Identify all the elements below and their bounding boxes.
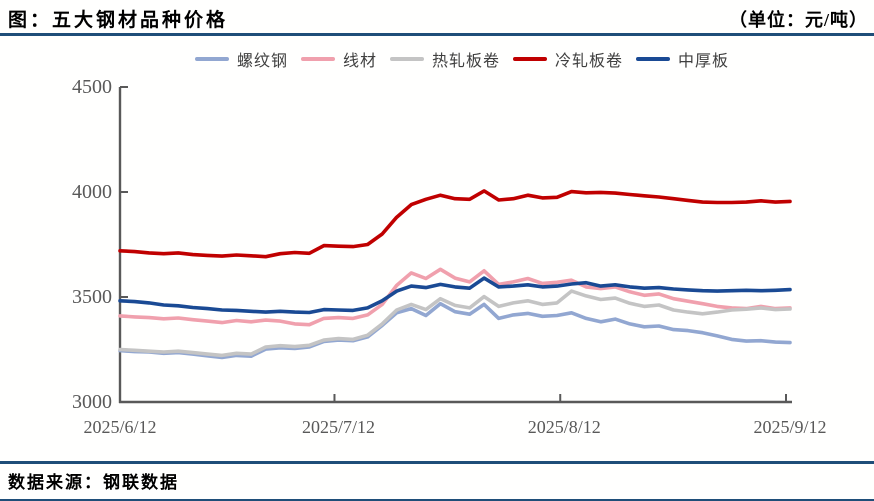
figure-title: 图：五大钢材品种价格 bbox=[8, 10, 229, 31]
legend-item-luowengang: 螺纹钢 bbox=[194, 47, 288, 71]
y-axis-tick-label: 3500 bbox=[72, 286, 112, 308]
series-line-luowengang bbox=[118, 301, 792, 360]
legend-label: 螺纹钢 bbox=[236, 53, 288, 70]
legend-item-lengzhabanjuan: 冷轧板卷 bbox=[513, 47, 623, 71]
footer-rule bbox=[0, 461, 874, 464]
x-axis-tick-label: 2025/8/12 bbox=[527, 417, 601, 437]
series-line-xiancai bbox=[118, 267, 792, 327]
legend-swatch-icon bbox=[389, 56, 424, 62]
x-axis-tick-label: 2025/9/12 bbox=[753, 417, 827, 437]
legend-item-rezhabanjuan: 热轧板卷 bbox=[389, 47, 500, 71]
legend-swatch-icon bbox=[513, 56, 547, 62]
data-source: 数据来源：钢联数据 bbox=[8, 473, 179, 492]
legend-swatch-icon bbox=[300, 56, 335, 62]
next-section-rule bbox=[0, 499, 874, 501]
y-axis-tick-label: 4000 bbox=[72, 181, 112, 203]
unit-label: （单位：元/吨） bbox=[728, 10, 868, 30]
legend-label: 中厚板 bbox=[678, 53, 730, 70]
x-axis-tick-label: 2025/7/12 bbox=[301, 417, 375, 437]
legend-item-zhonghouban: 中厚板 bbox=[636, 47, 729, 71]
legend-swatch-icon bbox=[636, 56, 671, 62]
series-line-zhonghouban bbox=[118, 276, 792, 315]
x-axis-tick-label: 2025/6/12 bbox=[83, 417, 157, 437]
title-underline bbox=[0, 33, 874, 36]
y-axis-tick-label: 3000 bbox=[72, 391, 112, 413]
legend-label: 热轧板卷 bbox=[431, 53, 500, 70]
series-line-rezhabanjuan bbox=[118, 289, 792, 358]
y-axis-tick-label: 4500 bbox=[72, 76, 112, 98]
legend-swatch-icon bbox=[194, 56, 229, 62]
series-line-lengzhabanjuan bbox=[118, 189, 792, 259]
chart-legend: 螺纹钢 线材 热轧板卷 冷轧板卷 中厚板 bbox=[50, 47, 874, 71]
legend-item-xiancai: 线材 bbox=[300, 47, 377, 71]
legend-label: 冷轧板卷 bbox=[555, 53, 624, 70]
figure-header: 图：五大钢材品种价格 （单位：元/吨） bbox=[0, 0, 874, 33]
legend-label: 线材 bbox=[342, 53, 377, 70]
